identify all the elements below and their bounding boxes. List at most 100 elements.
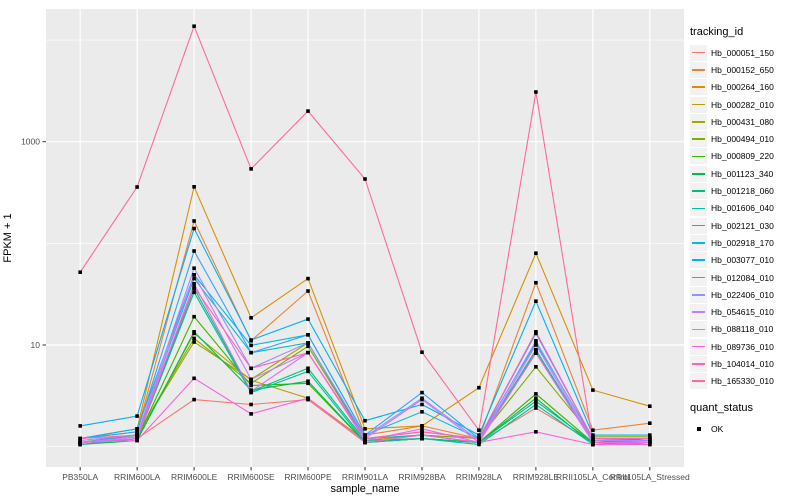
legend-item-label: Hb_000494_010 [711,134,774,145]
data-point [477,440,481,445]
legend-item-Hb_000809_220: Hb_000809_220 [690,148,798,165]
data-point [363,438,367,443]
data-point [534,406,538,410]
data-point [135,430,139,434]
data-point [78,442,82,447]
legend-title-quant-status: quant_status [690,401,753,414]
legend-key-line [692,69,705,71]
legend-item-Hb_000152_650: Hb_000152_650 [690,61,798,78]
x-tick-label: RRIM600LA [114,472,161,482]
data-point [249,412,253,416]
legend-item-Hb_002918_170: Hb_002918_170 [690,234,798,251]
legend-key-line [692,224,705,227]
data-point [420,433,424,437]
legend-key [690,338,707,355]
y-axis-title: FPKM + 1 [2,213,14,263]
data-point [249,343,253,348]
data-point [135,185,139,189]
legend-key-line [692,242,705,244]
data-point [420,410,424,414]
legend-key [690,113,707,130]
legend-item-Hb_001606_040: Hb_001606_040 [690,200,798,217]
legend-key-line [692,155,705,158]
legend-item-Hb_104014_010: Hb_104014_010 [690,355,798,372]
legend-key-line [692,363,705,365]
data-point [249,338,253,342]
data-point [648,433,652,437]
legend-key [690,61,707,78]
data-point [306,369,310,374]
legend-item-Hb_165330_010: Hb_165330_010 [690,373,798,390]
data-point [135,414,139,418]
data-point [591,436,595,441]
data-point [192,314,196,319]
data-point [192,336,196,341]
data-point [420,424,424,428]
data-point [534,343,538,347]
data-point [306,289,310,293]
data-point [363,177,367,181]
legend-item-label: OK [711,423,724,434]
data-point [534,351,538,355]
data-point [249,383,253,388]
legend-key-line [692,138,705,140]
data-point [249,316,253,320]
data-point [477,385,481,390]
data-point [534,299,538,303]
y-tick-label: 1000 [21,137,40,147]
legend-key [690,148,707,165]
legend-item-label: Hb_165330_010 [711,376,774,387]
legend-item-label: Hb_000282_010 [711,99,774,110]
data-point [306,317,310,321]
data-point [363,436,367,441]
data-point [192,376,196,381]
legend-item-label: Hb_000264_160 [711,82,774,93]
legend-key [690,165,707,182]
data-point [192,219,196,223]
data-point [477,436,481,441]
legend-item-label: Hb_000051_150 [711,47,774,58]
data-point [591,433,595,437]
data-point [192,340,196,344]
data-point [249,377,253,382]
legend-key-line [692,276,705,279]
data-point [192,397,196,402]
data-point [135,436,139,441]
legend-key-line [692,172,705,175]
data-point [648,421,652,425]
data-point [420,436,424,441]
legend-item-label: Hb_001218_060 [711,186,774,197]
data-point [591,428,595,432]
data-point [135,433,139,437]
legend-item-label: Hb_104014_010 [711,358,774,369]
legend-item-Hb_012084_010: Hb_012084_010 [690,269,798,286]
legend-item-label: Hb_001123_340 [711,168,774,179]
legend-key [690,217,707,234]
legend-key [690,420,707,437]
x-tick-label: PB350LA [62,472,98,482]
data-point [249,167,253,171]
x-tick-label: RRIM600PE [284,472,332,482]
legend-key-line [692,311,705,313]
data-point [306,396,310,400]
legend-item-Hb_003077_010: Hb_003077_010 [690,252,798,269]
data-point [648,436,652,441]
legend-item-label: Hb_002121_030 [711,220,774,231]
x-tick-label: RRIM928BA [398,472,446,482]
data-point [192,282,196,286]
data-point [192,330,196,334]
legend-items: Hb_000051_150 Hb_000152_650 Hb_000264_160 H… [690,44,798,390]
data-point [534,251,538,255]
data-point [192,273,196,277]
data-point [306,381,310,386]
data-point [306,109,310,113]
legend-key-line [692,121,705,123]
x-tick-label: RRIM600SE [227,472,275,482]
data-point [78,438,82,443]
legend-item-label: Hb_088118_010 [711,324,774,335]
legend-key [690,355,707,372]
legend-item-label: Hb_000152_650 [711,64,774,75]
data-point [192,185,196,189]
legend-item-Hb_001218_060: Hb_001218_060 [690,182,798,200]
